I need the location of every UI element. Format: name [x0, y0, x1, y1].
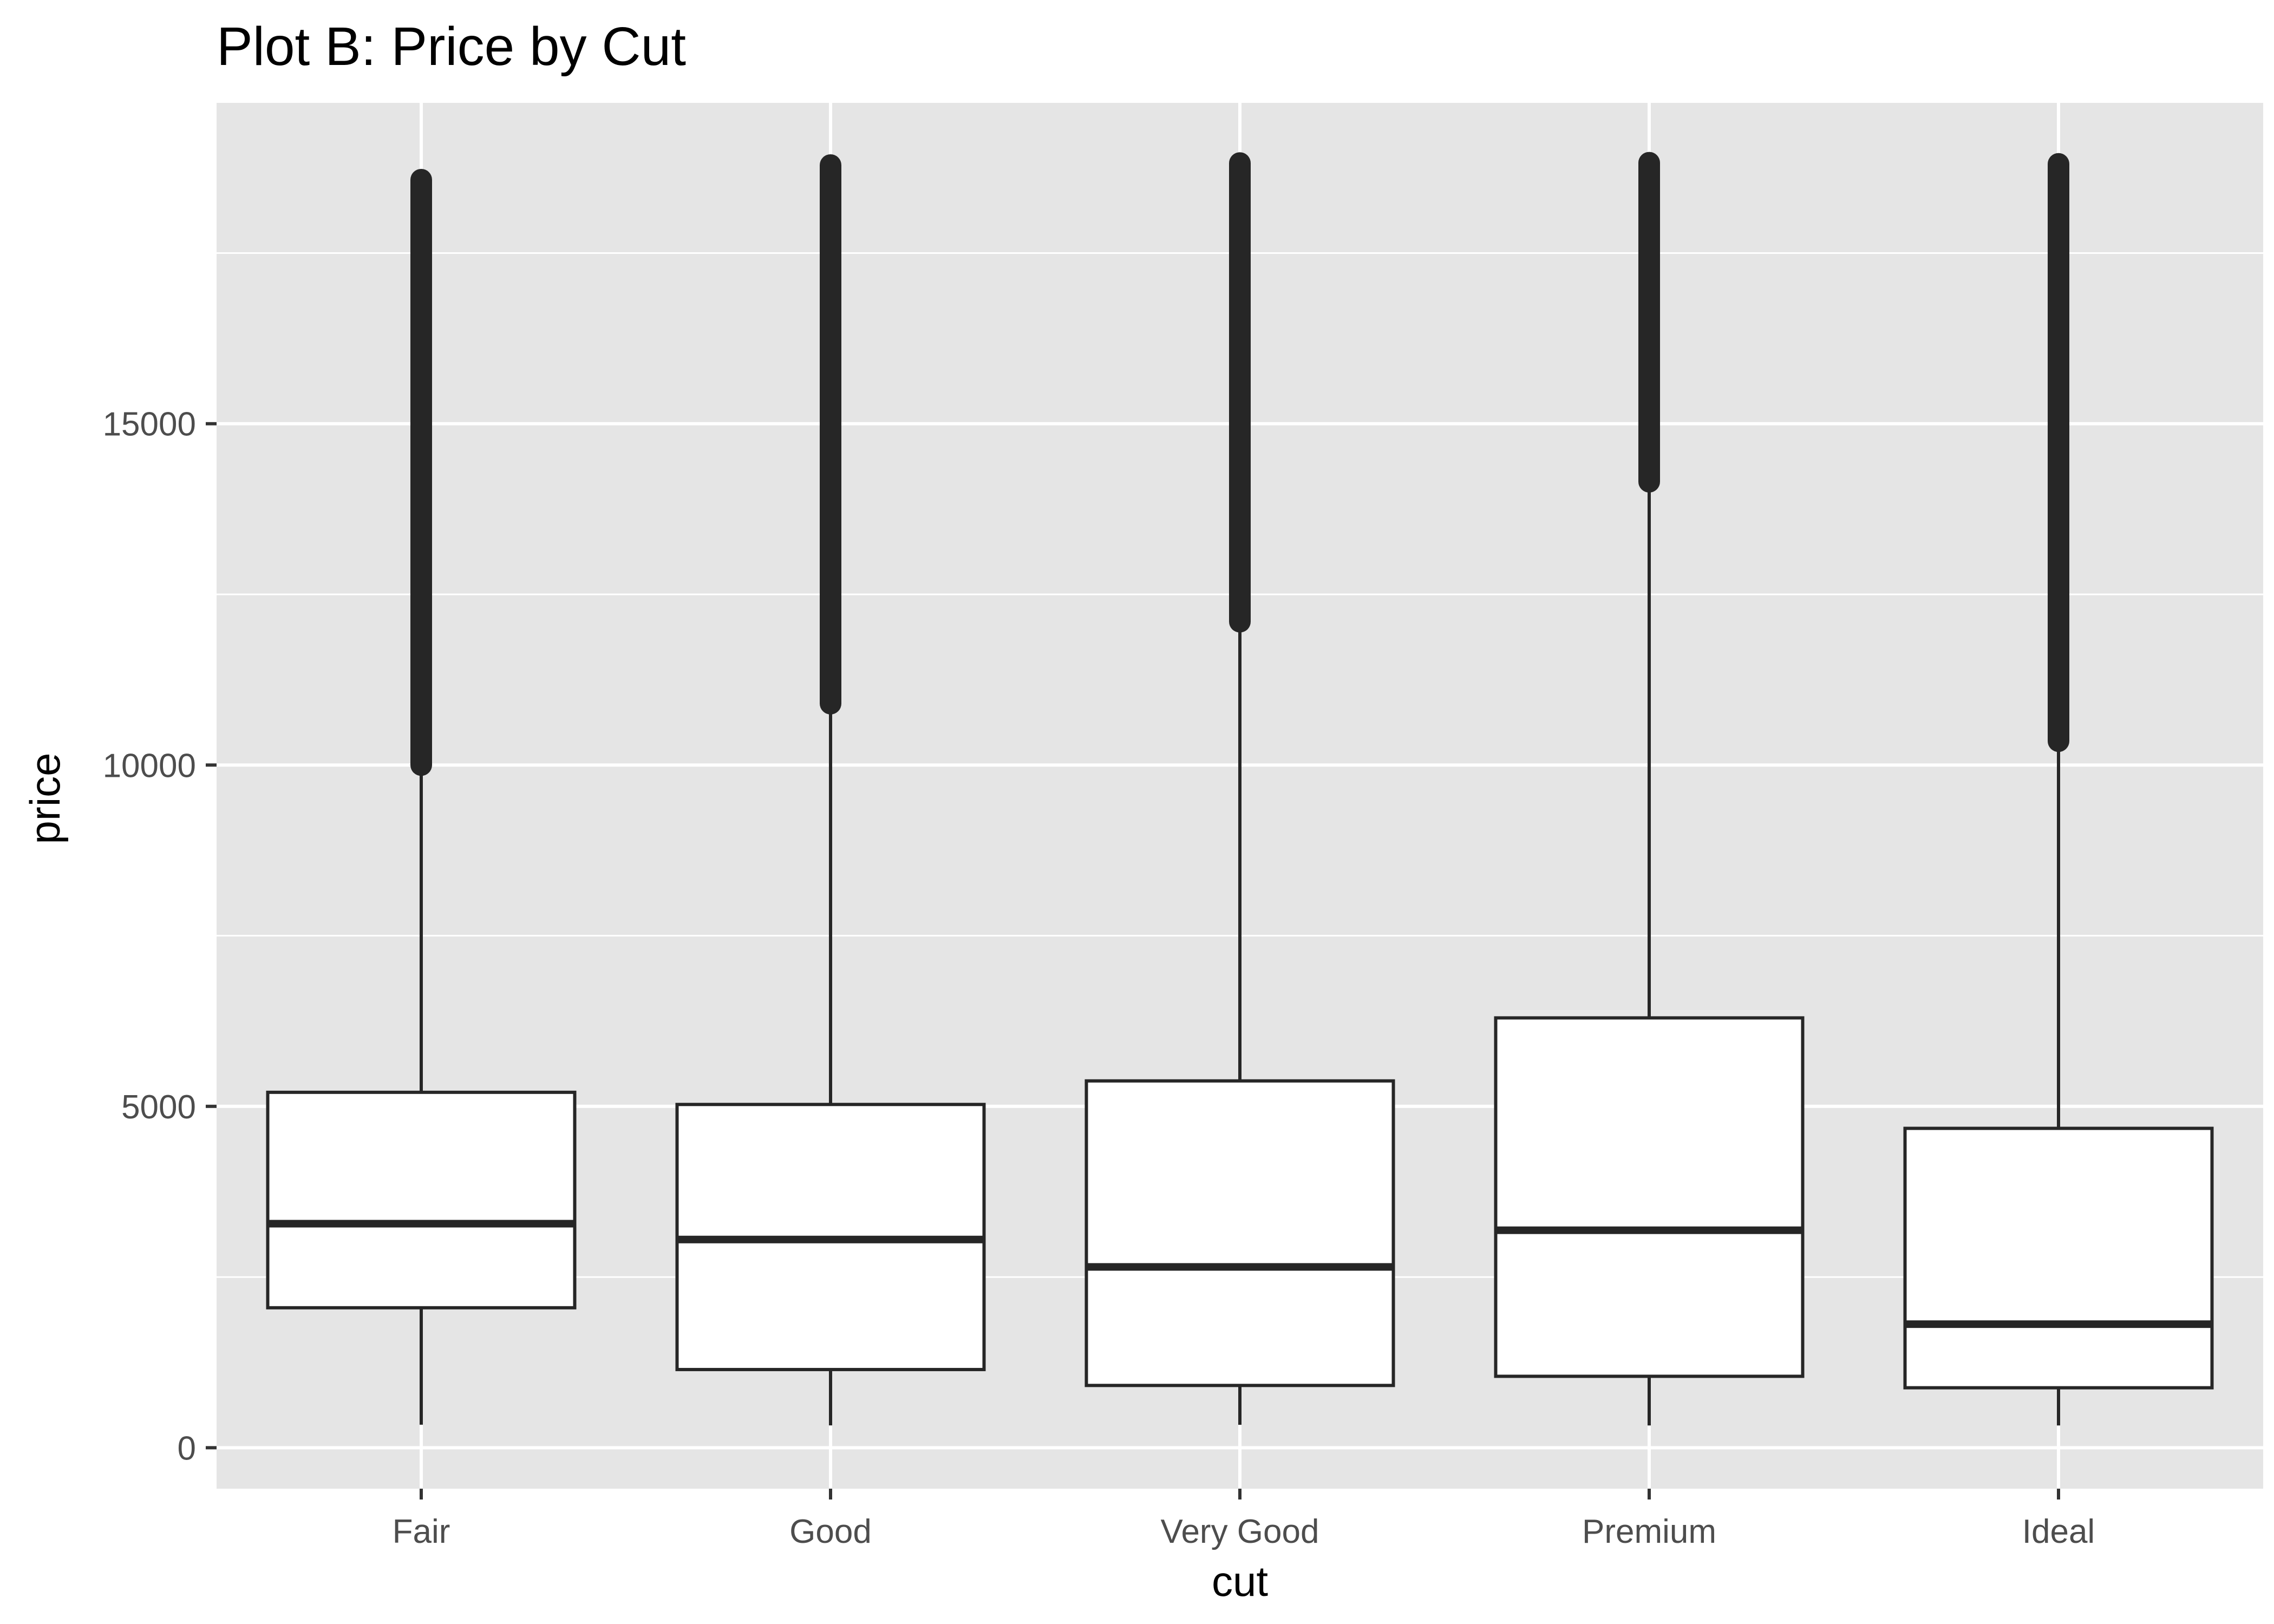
y-tick-label: 10000 — [103, 747, 196, 784]
box-premium — [1494, 152, 1805, 1426]
box-very-good — [1084, 152, 1395, 1425]
y-tick-label: 0 — [178, 1430, 196, 1467]
x-tick-label: Ideal — [2022, 1513, 2095, 1550]
box-iqr — [266, 1090, 577, 1309]
y-tick-label: 15000 — [103, 406, 196, 443]
x-tick-label: Fair — [393, 1513, 450, 1550]
x-axis-title: cut — [1212, 1557, 1268, 1605]
y-axis-title: price — [21, 752, 69, 844]
chart-title: Plot B: Price by Cut — [217, 16, 686, 77]
box-fair — [266, 168, 577, 1425]
box-iqr — [1903, 1127, 2214, 1390]
x-tick-label: Very Good — [1161, 1513, 1319, 1550]
x-tick-label: Good — [789, 1513, 872, 1550]
x-tick-label: Premium — [1582, 1513, 1716, 1550]
box-iqr — [1494, 1016, 1805, 1378]
box-ideal — [1903, 153, 2214, 1426]
box-iqr — [1084, 1079, 1395, 1387]
x-axis: Fair Good Very Good Premium Ideal — [393, 1489, 2095, 1550]
y-axis: 0 5000 10000 15000 — [103, 406, 217, 1467]
y-tick-label: 5000 — [121, 1089, 196, 1126]
box-series — [266, 152, 2214, 1426]
box-good — [675, 154, 986, 1426]
